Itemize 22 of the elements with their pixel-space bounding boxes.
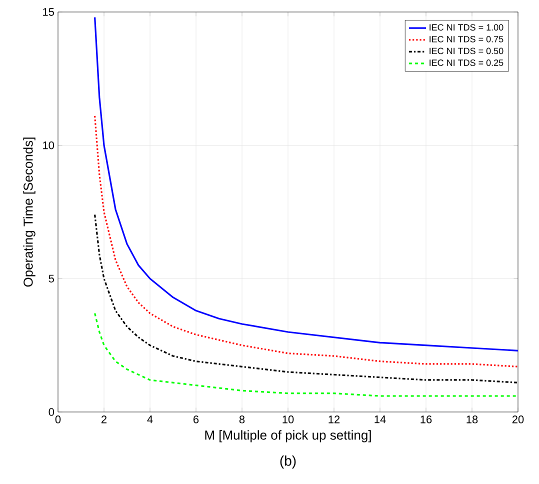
x-tick-label: 18 (466, 416, 478, 424)
x-tick-label: 4 (147, 416, 153, 424)
x-tick-label: 20 (512, 416, 524, 424)
y-tick-label: 0 (48, 408, 54, 416)
legend-label: IEC NI TDS = 0.50 (430, 48, 504, 54)
y-tick-label: 15 (43, 8, 54, 16)
text: (b) (280, 456, 296, 469)
x-tick-label: 6 (194, 416, 199, 424)
y-tick-label: 10 (43, 141, 54, 150)
y-axis-title: Operating Time [Seconds] (23, 138, 36, 287)
y-tick-label: 5 (48, 274, 54, 282)
x-tick-label: 0 (55, 416, 61, 424)
x-tick-label: 10 (282, 416, 294, 424)
x-tick-label: 16 (420, 416, 432, 424)
x-tick-label: 8 (239, 416, 245, 424)
legend-label: IEC NI TDS = 0.25 (430, 60, 504, 66)
legend-label: IEC NI TDS = 1.00 (430, 24, 504, 31)
x-tick-label: 2 (101, 416, 107, 424)
legend-label: IEC NI TDS = 0.75 (430, 36, 504, 42)
x-tick-label: 14 (374, 416, 386, 424)
x-tick-label: 12 (328, 416, 340, 424)
x-axis-title: M [Multiple of pick up setting] (205, 430, 371, 442)
